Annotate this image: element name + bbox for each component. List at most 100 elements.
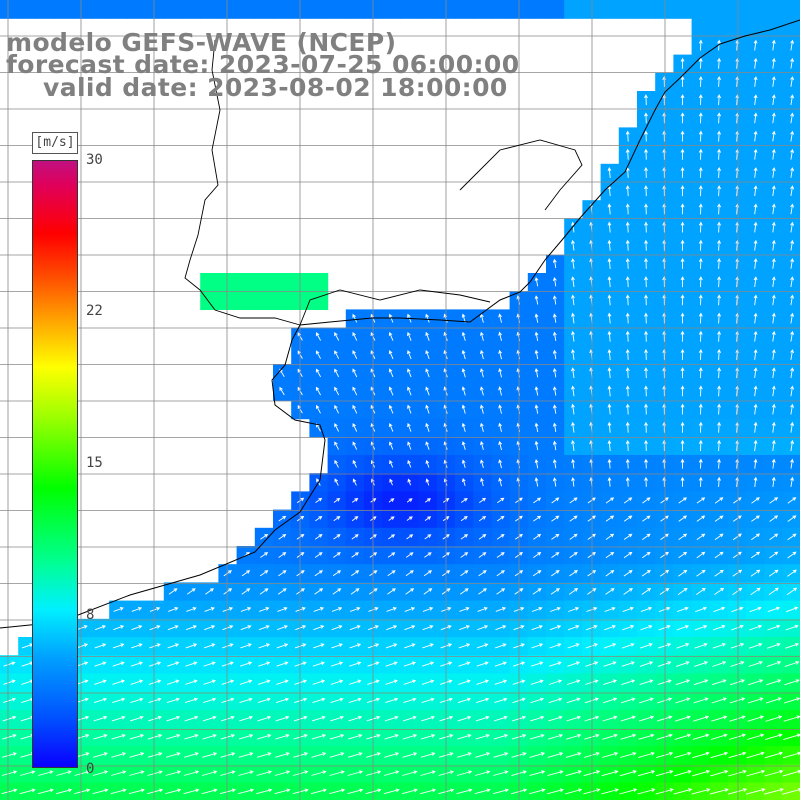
wind-arrow (37, 788, 54, 795)
wind-speed-cell (491, 0, 511, 19)
wind-arrow (329, 788, 346, 795)
wind-arrow (655, 788, 674, 795)
wind-arrow (184, 752, 199, 758)
wind-arrow (405, 570, 414, 577)
wind-arrow (680, 421, 685, 433)
wind-arrow (745, 787, 766, 795)
wind-arrow (407, 368, 412, 378)
wind-arrow (461, 459, 466, 468)
wind-arrow (680, 403, 685, 415)
wind-arrow (641, 569, 651, 577)
wind-arrow (753, 76, 758, 87)
wind-arrow (185, 643, 198, 649)
wind-arrow (531, 625, 543, 631)
wind-arrow (407, 404, 412, 414)
wind-arrow (680, 75, 685, 87)
wind-arrow (258, 625, 270, 631)
wind-arrow (402, 770, 418, 776)
wind-arrow (657, 679, 672, 686)
wind-arrow (571, 385, 575, 397)
wind-arrow (461, 441, 466, 450)
wind-arrow (331, 607, 343, 612)
wind-arrow (753, 421, 758, 433)
wind-arrow (549, 661, 562, 667)
wind-arrow (621, 661, 635, 667)
wind-arrow (219, 788, 236, 795)
wind-arrow (753, 57, 758, 69)
wind-arrow (607, 367, 612, 379)
wind-arrow (383, 770, 400, 776)
wind-arrow (625, 221, 630, 233)
wind-arrow (753, 385, 758, 397)
wind-arrow (388, 331, 394, 341)
wind-speed-cell (546, 0, 565, 19)
wind-arrow (110, 788, 127, 795)
wind-arrow (717, 421, 722, 433)
wind-arrow (749, 606, 762, 613)
wind-arrow (352, 459, 357, 468)
wind-arrow (186, 588, 196, 595)
wind-arrow (625, 367, 630, 379)
wind-arrow (334, 350, 340, 359)
wind-arrow (714, 533, 724, 540)
wind-arrow (94, 661, 107, 667)
wind-arrow (698, 166, 703, 178)
wind-arrow (315, 368, 321, 378)
wind-arrow (407, 478, 412, 486)
wind-speed-cell (200, 273, 219, 292)
wind-arrow (568, 606, 580, 612)
wind-arrow (565, 788, 583, 795)
wind-arrow (622, 625, 635, 631)
wind-arrow (644, 330, 648, 342)
wind-arrow (717, 75, 722, 87)
wind-arrow (406, 534, 414, 540)
wind-arrow (698, 148, 703, 160)
wind-arrow (111, 715, 126, 722)
wind-arrow (771, 185, 776, 197)
wind-arrow (713, 606, 726, 613)
wind-arrow (607, 276, 612, 288)
wind-arrow (257, 715, 272, 722)
wind-speed-cell (236, 291, 256, 310)
wind-arrow (638, 733, 655, 740)
wind-arrow (644, 94, 648, 106)
wind-arrow (385, 679, 398, 685)
wind-arrow (476, 661, 489, 667)
wind-arrow (2, 697, 17, 704)
wind-arrow (746, 751, 765, 759)
wind-arrow (644, 312, 648, 324)
wind-arrow (790, 239, 795, 251)
wind-arrow (531, 607, 543, 612)
wind-arrow (347, 788, 364, 795)
wind-arrow (402, 715, 417, 722)
wind-arrow (386, 625, 398, 631)
wind-arrow (239, 715, 253, 722)
wind-arrow (674, 715, 691, 722)
wind-arrow (747, 733, 765, 740)
wind-arrow (480, 477, 484, 487)
wind-arrow (311, 733, 327, 740)
wind-arrow (607, 439, 612, 451)
wind-arrow (605, 533, 615, 540)
wind-speed-cell (691, 18, 711, 37)
wind-arrow (675, 679, 691, 686)
wind-arrow (771, 76, 776, 87)
wind-arrow (790, 294, 795, 306)
wind-arrow (620, 733, 637, 740)
wind-arrow (531, 661, 544, 667)
wind-arrow (698, 39, 703, 51)
wind-arrow (387, 570, 396, 577)
wind-arrow (698, 476, 703, 487)
wind-arrow (787, 551, 797, 559)
wind-arrow (313, 625, 325, 631)
wind-arrow (678, 515, 688, 522)
wind-arrow (388, 516, 395, 521)
wind-arrow (223, 570, 232, 577)
wind-arrow (680, 385, 685, 397)
wind-arrow (406, 516, 413, 521)
wind-arrow (275, 752, 290, 758)
wind-arrow (276, 661, 289, 667)
wind-arrow (727, 788, 748, 795)
wind-arrow (223, 588, 233, 595)
wind-arrow (424, 498, 431, 503)
